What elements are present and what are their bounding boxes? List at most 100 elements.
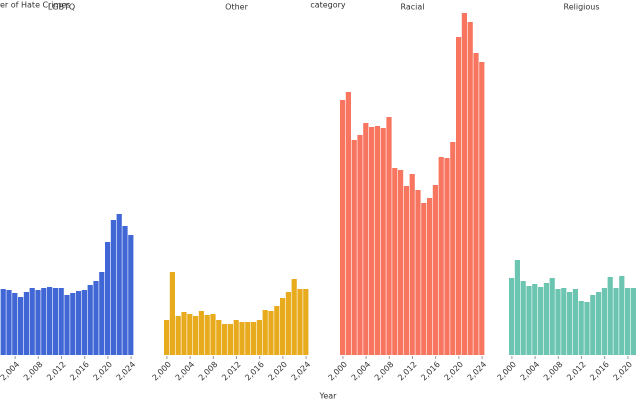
bar bbox=[538, 287, 544, 355]
x-tick-label: 2,004 bbox=[350, 360, 373, 383]
x-tick-label: 2,000 bbox=[151, 360, 174, 383]
bar bbox=[555, 289, 561, 355]
x-tick-label: 2,012 bbox=[45, 360, 68, 383]
bar bbox=[421, 203, 427, 355]
bar bbox=[509, 278, 515, 355]
x-tick-label: 2,016 bbox=[419, 360, 442, 383]
x-tick-label: 2,008 bbox=[542, 360, 565, 383]
x-tick-label: 2,024 bbox=[466, 360, 489, 383]
x-tick-label: 2,004 bbox=[0, 360, 21, 383]
bar bbox=[432, 185, 438, 355]
bar bbox=[93, 281, 99, 355]
x-tick-label: 2,020 bbox=[267, 360, 290, 383]
x-tick-label: 2,000 bbox=[327, 360, 350, 383]
legend-title: category bbox=[310, 1, 346, 10]
bar bbox=[479, 62, 485, 355]
x-tick-label: 2,016 bbox=[243, 360, 266, 383]
bar bbox=[532, 284, 538, 355]
bar bbox=[578, 301, 584, 355]
bar bbox=[291, 279, 297, 355]
bar bbox=[297, 289, 303, 355]
bar bbox=[450, 142, 456, 355]
bar bbox=[630, 288, 636, 355]
bar bbox=[23, 292, 29, 355]
bar bbox=[351, 140, 357, 355]
bar bbox=[222, 324, 228, 355]
x-tick-label: 2,016 bbox=[588, 360, 611, 383]
bar bbox=[572, 289, 578, 355]
bar bbox=[187, 314, 193, 355]
bar bbox=[268, 311, 274, 355]
bar bbox=[520, 281, 526, 355]
x-tick-label: 2,008 bbox=[197, 360, 220, 383]
x-tick-label: 2,016 bbox=[68, 360, 91, 383]
bar bbox=[87, 285, 93, 355]
bar bbox=[374, 126, 380, 355]
bar bbox=[47, 287, 53, 355]
bar bbox=[514, 260, 520, 355]
bar bbox=[280, 298, 286, 355]
bar bbox=[70, 293, 76, 355]
bar bbox=[29, 288, 35, 355]
x-tick-label: 2,008 bbox=[373, 360, 396, 383]
bar bbox=[543, 283, 549, 355]
bar bbox=[64, 295, 70, 355]
bar bbox=[41, 288, 47, 355]
bar bbox=[210, 314, 216, 355]
x-tick-label: 2,012 bbox=[565, 360, 588, 383]
bar bbox=[567, 292, 573, 355]
bar bbox=[596, 292, 602, 355]
x-tick-label: 2,020 bbox=[612, 360, 635, 383]
facet-title: Racial bbox=[400, 3, 424, 12]
bar bbox=[357, 135, 363, 355]
bar bbox=[456, 37, 462, 355]
x-tick-label: 2,004 bbox=[174, 360, 197, 383]
x-tick-label: 2,020 bbox=[443, 360, 466, 383]
bar bbox=[204, 315, 210, 355]
bar bbox=[380, 128, 386, 355]
bar bbox=[619, 276, 625, 355]
bar bbox=[386, 117, 392, 355]
bar bbox=[438, 157, 444, 355]
x-axis-label: Year bbox=[319, 392, 338, 400]
bar bbox=[256, 320, 262, 355]
bar bbox=[12, 293, 18, 355]
bar bbox=[461, 13, 467, 355]
bar bbox=[181, 312, 187, 355]
bar bbox=[274, 306, 280, 355]
bar bbox=[216, 320, 222, 355]
x-tick-label: 2,000 bbox=[496, 360, 519, 383]
x-tick-label: 2,020 bbox=[92, 360, 115, 383]
bar bbox=[526, 286, 532, 355]
bar bbox=[363, 123, 369, 355]
bar bbox=[193, 316, 199, 355]
bar bbox=[340, 100, 346, 355]
bar bbox=[0, 289, 6, 355]
bar bbox=[122, 226, 128, 355]
bar bbox=[227, 324, 233, 355]
bar bbox=[601, 288, 607, 355]
bar bbox=[116, 214, 122, 355]
bar bbox=[584, 302, 590, 355]
bar bbox=[625, 288, 631, 355]
bar bbox=[81, 290, 87, 355]
bar bbox=[164, 320, 170, 355]
bar bbox=[262, 310, 268, 355]
x-tick-label: 2,012 bbox=[220, 360, 243, 383]
x-tick-label: 2,024 bbox=[290, 360, 313, 383]
bar bbox=[175, 316, 181, 355]
facet-title: LGBTQ bbox=[48, 3, 75, 12]
bar bbox=[473, 53, 479, 355]
y-axis-label: er of Hate Crimes bbox=[0, 1, 71, 10]
x-tick-label: 2,024 bbox=[115, 360, 138, 383]
bar bbox=[18, 297, 24, 355]
bar bbox=[607, 277, 613, 355]
bar bbox=[303, 289, 309, 355]
bar bbox=[561, 288, 567, 355]
bar bbox=[403, 186, 409, 355]
bar bbox=[198, 311, 204, 355]
bar bbox=[52, 288, 58, 355]
bar bbox=[345, 92, 351, 355]
bar bbox=[427, 198, 433, 355]
bar bbox=[392, 168, 398, 355]
